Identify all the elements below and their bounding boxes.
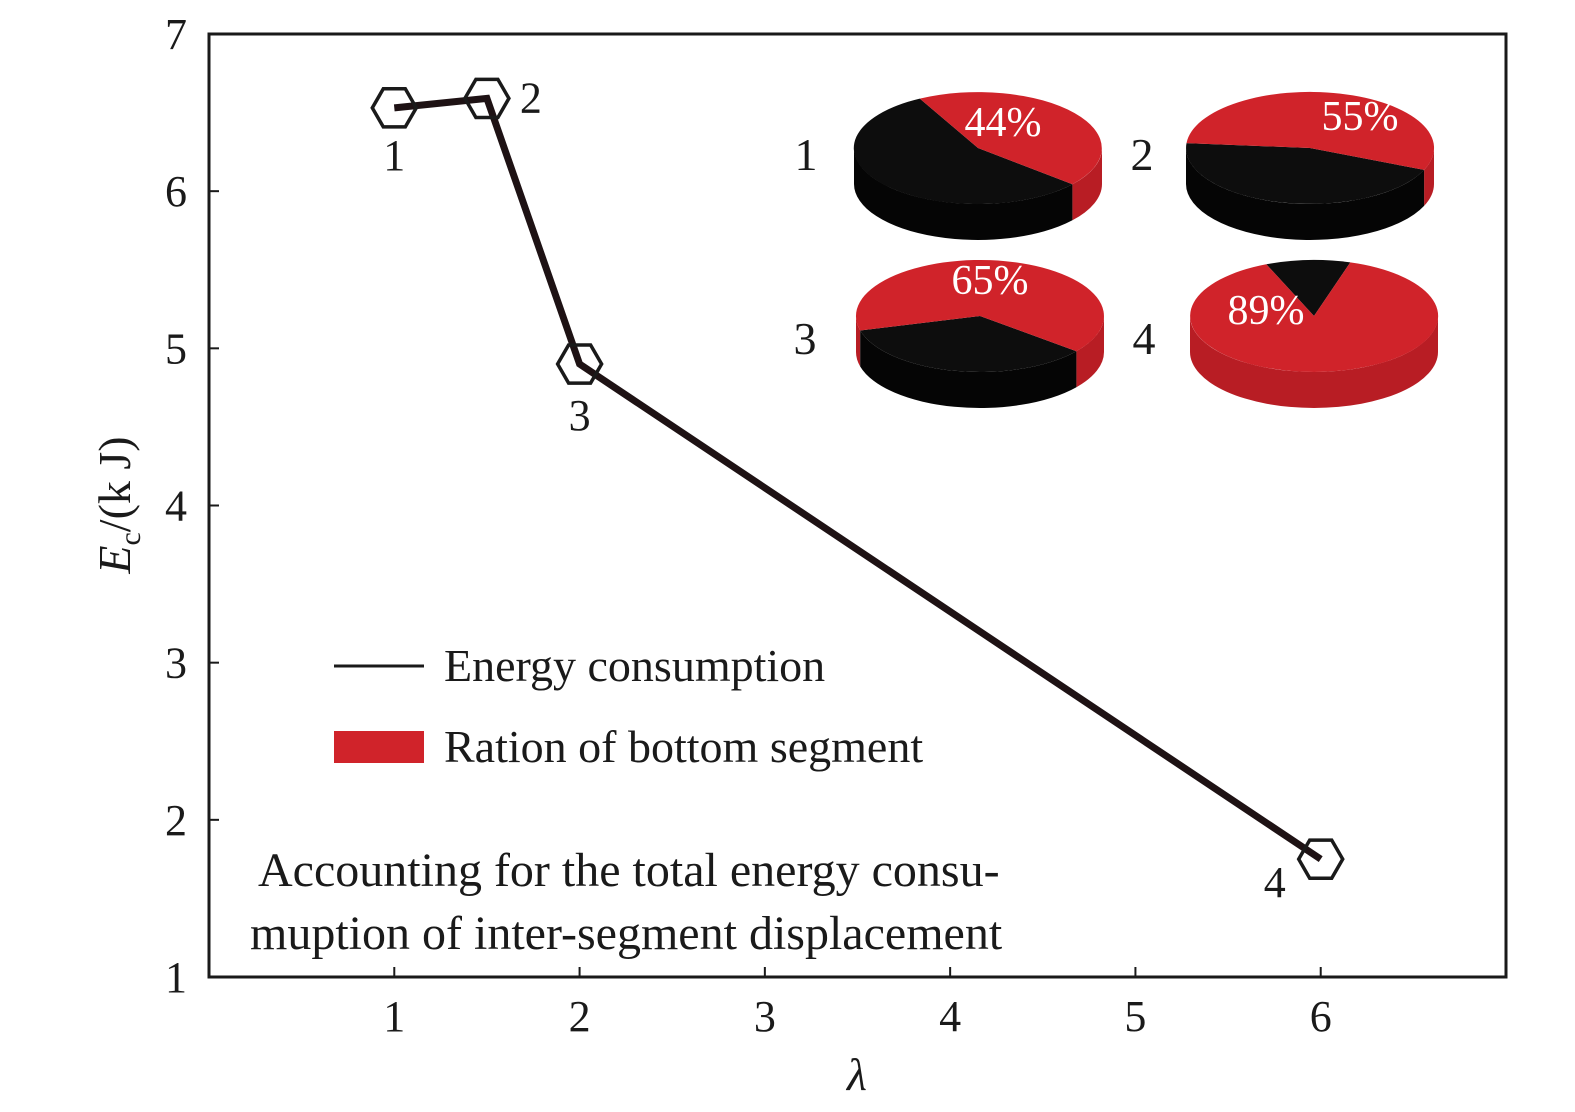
x-tick-label: 5 (1124, 992, 1146, 1041)
pie-chart-2: 55% 2 (1131, 91, 1435, 240)
pie-percent-label: 55% (1322, 94, 1399, 140)
annotation: Accounting for the total energy consu- m… (250, 844, 1003, 960)
y-tick-label: 7 (165, 10, 187, 59)
series-line (393, 94, 1323, 863)
y-axis-title-main: E (89, 546, 140, 575)
pie-index-label: 4 (1133, 313, 1156, 364)
pie-percent-label: 44% (965, 100, 1042, 146)
y-tick-label: 5 (165, 324, 187, 373)
series-energy-consumption (393, 94, 1323, 863)
data-point-marker (462, 77, 511, 120)
data-point-label: 2 (520, 73, 542, 122)
pie-insets: 44% 1 55% 2 65% 3 89% 4 (794, 91, 1439, 408)
pie-percent-label: 65% (952, 258, 1029, 304)
pie-index-label: 3 (794, 313, 817, 364)
data-point-label: 4 (1264, 858, 1286, 907)
pie-slice-rest (860, 316, 1077, 372)
x-tick-label: 1 (383, 992, 405, 1041)
pie-side-rest (1186, 148, 1425, 240)
legend-label-energy: Energy consumption (444, 640, 825, 691)
pie-slice-rest (853, 98, 1073, 205)
pie-chart-3: 65% 3 (794, 258, 1104, 408)
x-tick-label: 6 (1310, 992, 1332, 1041)
y-axis-title-unit: /(k J) (89, 436, 140, 532)
pie-index-label: 2 (1131, 129, 1154, 180)
pie-slice-ratio (919, 92, 1102, 185)
data-point-label: 1 (383, 131, 405, 180)
pie-side-ratio (1190, 316, 1438, 408)
annotation-line-2: muption of inter-segment displacement (250, 907, 1003, 960)
y-tick-label: 6 (165, 167, 187, 216)
x-tick-label: 4 (939, 992, 961, 1041)
legend-label-ratio: Ration of bottom segment (444, 721, 923, 772)
pie-side-ratio (1072, 148, 1102, 221)
pie-slice-ratio (1190, 262, 1439, 372)
series-markers (370, 77, 1345, 880)
data-point-marker (555, 343, 604, 385)
y-axis-title: Ec/(k J) (89, 436, 147, 574)
x-axis-title: λ (845, 1049, 867, 1100)
data-point-label: 3 (569, 391, 591, 440)
pie-chart-1: 44% 1 (795, 92, 1102, 240)
y-tick-label: 1 (165, 953, 187, 1002)
pie-slice-ratio (1186, 91, 1435, 170)
data-point-marker (370, 87, 419, 129)
pie-slice-ratio (855, 259, 1104, 352)
y-tick-label: 2 (165, 796, 187, 845)
data-point-marker (1296, 838, 1345, 880)
svg-text:Ec/(k J): Ec/(k J) (89, 436, 147, 574)
pie-chart-4: 89% 4 (1133, 259, 1439, 408)
x-tick-label: 3 (754, 992, 776, 1041)
point-labels: 1 2 3 4 (383, 73, 1285, 907)
y-axis-title-sub: c (114, 532, 147, 545)
pie-side-ratio (1076, 316, 1104, 388)
annotation-line-1: Accounting for the total energy consu- (258, 844, 1000, 897)
pie-side-rest (860, 330, 1077, 408)
legend: Energy consumption Ration of bottom segm… (334, 640, 923, 772)
x-axis: 1 2 3 4 5 6 (383, 967, 1332, 1041)
x-axis-title-text: λ (845, 1049, 867, 1100)
pie-side-ratio (856, 316, 861, 367)
legend-patch-swatch (334, 731, 424, 763)
y-axis: 1 2 3 4 5 6 7 (165, 10, 219, 1002)
x-tick-label: 2 (569, 992, 591, 1041)
pie-slice-rest (1186, 143, 1425, 204)
pie-side-rest (854, 148, 1073, 240)
pie-side-ratio (1424, 148, 1434, 206)
pie-percent-label: 89% (1228, 288, 1305, 334)
pie-slice-rest (1266, 259, 1351, 316)
y-tick-label: 4 (165, 482, 187, 531)
y-tick-label: 3 (165, 639, 187, 688)
pie-index-label: 1 (795, 129, 818, 180)
